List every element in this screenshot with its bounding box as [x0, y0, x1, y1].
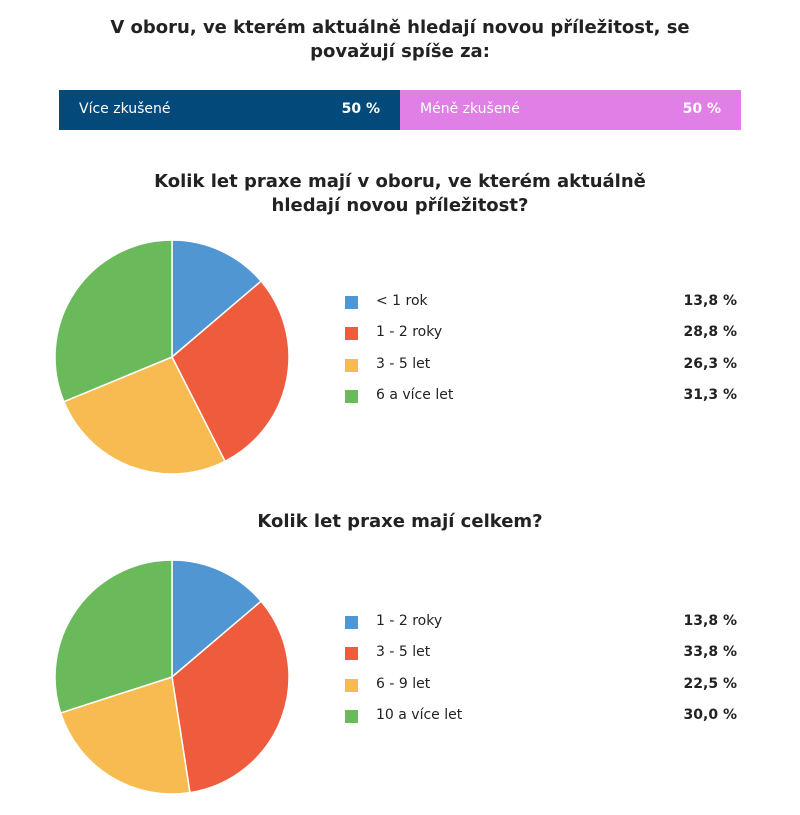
value-label: 31,3 %	[683, 386, 737, 403]
legend-label: 6 a více let	[376, 386, 454, 403]
value-label: 50 %	[341, 101, 380, 117]
value-label: 26,3 %	[683, 355, 737, 372]
legend-label: Méně zkušené	[420, 101, 520, 117]
value-label: 13,8 %	[683, 293, 737, 309]
legend-swatch	[345, 327, 358, 341]
legend-swatch	[345, 678, 358, 692]
value-label: 28,8 %	[683, 324, 737, 341]
chart-title: Kolik let praxe mají celkem?	[257, 511, 543, 532]
bar-segment: Méně zkušené 50 %	[400, 90, 741, 130]
pie-slice	[171, 239, 263, 359]
legend-swatch	[345, 389, 358, 403]
legend-label: Více zkušené	[79, 101, 171, 117]
value-label: 30,0 %	[683, 706, 737, 723]
legend-swatch	[345, 296, 358, 309]
value-label: 50 %	[682, 101, 721, 117]
legend-swatch	[345, 709, 358, 723]
legend-swatch	[345, 358, 358, 372]
pie-slice	[62, 356, 227, 475]
pie-slice	[171, 280, 290, 463]
pie-slice	[54, 559, 173, 714]
legend-label: 1 - 2 roky	[376, 613, 443, 629]
legend-label: 3 - 5 let	[376, 644, 431, 661]
pie-slice	[59, 676, 191, 795]
legend-label: 1 - 2 roky	[376, 324, 443, 341]
value-label: 22,5 %	[683, 675, 737, 692]
pie-slice	[171, 559, 263, 679]
legend-label: 10 a více let	[376, 706, 463, 723]
bar-segment: Více zkušené 50 %	[59, 90, 400, 130]
pie-slice	[171, 600, 290, 794]
value-label: 13,8 %	[683, 613, 737, 629]
legend-label: 6 - 9 let	[376, 675, 431, 692]
legend-swatch	[345, 647, 358, 661]
chart-title: V oboru, ve kterém aktuálně hledají novo…	[110, 17, 690, 62]
legend-label: 3 - 5 let	[376, 355, 431, 372]
chart-title: Kolik let praxe mají v oboru, ve kterém …	[154, 171, 646, 216]
legend-label: < 1 rok	[376, 293, 428, 309]
legend-swatch	[345, 616, 358, 629]
pie-slice	[54, 239, 173, 403]
value-label: 33,8 %	[683, 644, 737, 661]
